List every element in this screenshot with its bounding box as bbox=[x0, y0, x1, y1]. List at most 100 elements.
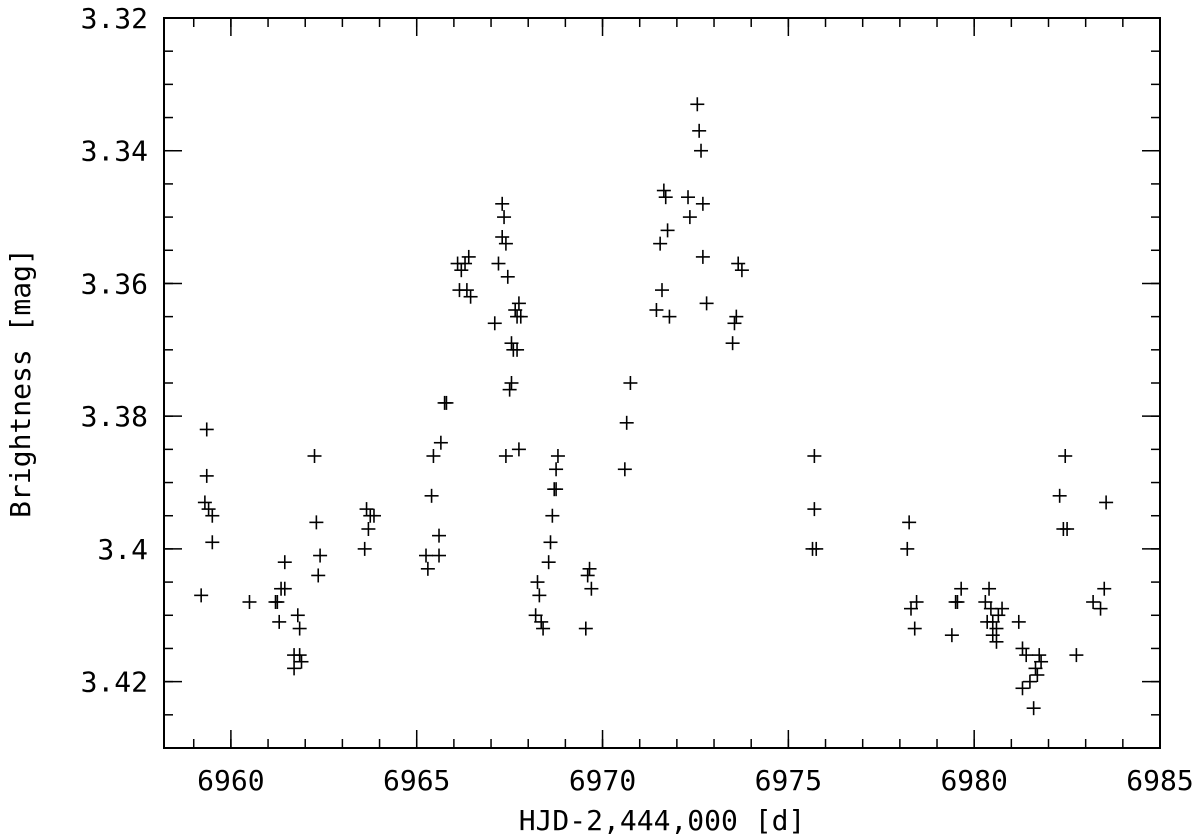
data-point bbox=[807, 502, 822, 517]
x-axis-title: HJD-2,444,000 [d] bbox=[519, 804, 806, 837]
data-point bbox=[695, 196, 710, 211]
data-point bbox=[294, 654, 309, 669]
data-point bbox=[584, 581, 599, 596]
data-point bbox=[731, 256, 746, 271]
data-point bbox=[725, 336, 740, 351]
data-point bbox=[432, 548, 447, 563]
data-point bbox=[617, 462, 632, 477]
data-point bbox=[660, 223, 675, 238]
data-point bbox=[366, 508, 381, 523]
data-point bbox=[900, 541, 915, 556]
data-point bbox=[541, 555, 556, 570]
data-point bbox=[272, 614, 287, 629]
data-point bbox=[357, 541, 372, 556]
data-point bbox=[270, 595, 285, 609]
data-point bbox=[1028, 661, 1043, 676]
data-point bbox=[532, 588, 547, 603]
data-point bbox=[1032, 648, 1047, 663]
data-point bbox=[530, 575, 545, 590]
data-point bbox=[656, 183, 671, 198]
data-point bbox=[508, 303, 523, 317]
data-point bbox=[426, 449, 441, 463]
data-point bbox=[619, 415, 634, 430]
x-tick-labels: 6960 6965 6970 6975 6980 6985 bbox=[197, 764, 1194, 797]
data-point bbox=[536, 621, 551, 636]
data-point bbox=[909, 595, 924, 609]
data-point bbox=[311, 568, 326, 583]
data-point bbox=[199, 468, 214, 483]
data-point bbox=[292, 648, 307, 663]
y-tick-label: 3.36 bbox=[81, 267, 148, 300]
data-point bbox=[1011, 614, 1026, 629]
data-point bbox=[454, 263, 469, 278]
data-point bbox=[1015, 681, 1030, 696]
x-tick-label: 6985 bbox=[1126, 764, 1193, 797]
data-point bbox=[528, 608, 543, 623]
data-point bbox=[242, 595, 257, 609]
data-point bbox=[307, 449, 322, 463]
data-point bbox=[277, 555, 292, 570]
data-point bbox=[205, 535, 220, 550]
data-point bbox=[498, 449, 513, 463]
data-point bbox=[292, 621, 307, 636]
data-point bbox=[727, 316, 742, 331]
data-point bbox=[534, 614, 549, 629]
x-tick-label: 6980 bbox=[940, 764, 1007, 797]
data-point bbox=[902, 515, 917, 530]
data-point bbox=[419, 548, 434, 563]
data-point bbox=[498, 236, 513, 251]
data-point bbox=[729, 309, 744, 324]
data-point bbox=[491, 256, 506, 271]
data-point bbox=[623, 376, 638, 390]
data-point bbox=[1099, 495, 1114, 510]
data-point bbox=[463, 289, 478, 304]
data-point bbox=[655, 283, 669, 298]
data-point bbox=[1026, 701, 1041, 716]
data-point bbox=[734, 263, 749, 278]
data-point bbox=[194, 588, 209, 603]
data-point bbox=[502, 382, 517, 397]
data-point bbox=[1069, 648, 1084, 663]
data-point bbox=[658, 190, 673, 205]
x-tick-label: 6970 bbox=[569, 764, 636, 797]
data-point bbox=[989, 621, 1004, 636]
data-point bbox=[500, 269, 515, 284]
x-tick-label: 6965 bbox=[383, 764, 450, 797]
data-point bbox=[543, 535, 558, 550]
data-point bbox=[982, 581, 997, 596]
data-point bbox=[497, 210, 512, 225]
y-tick-label: 3.32 bbox=[81, 2, 148, 35]
data-point bbox=[549, 462, 564, 477]
y-tick-label: 3.38 bbox=[81, 400, 148, 433]
y-tick-label: 3.34 bbox=[81, 135, 148, 168]
axis-ticks bbox=[164, 17, 1161, 749]
data-point bbox=[197, 495, 212, 510]
data-point bbox=[1022, 674, 1037, 689]
plot-frame bbox=[163, 17, 1161, 749]
data-point bbox=[495, 196, 510, 211]
data-point bbox=[199, 422, 214, 437]
data-point bbox=[424, 488, 439, 503]
data-points bbox=[194, 97, 1114, 716]
data-point bbox=[290, 608, 305, 623]
data-point bbox=[682, 210, 697, 225]
data-point bbox=[1019, 648, 1034, 663]
data-point bbox=[649, 303, 664, 317]
data-point bbox=[1034, 654, 1049, 669]
data-point bbox=[653, 236, 668, 251]
data-point bbox=[359, 502, 374, 517]
data-point bbox=[944, 628, 959, 643]
data-point bbox=[313, 548, 328, 563]
data-point bbox=[1060, 522, 1075, 536]
data-point bbox=[985, 628, 1000, 643]
data-point bbox=[495, 230, 510, 244]
data-point bbox=[458, 256, 473, 271]
data-point bbox=[511, 296, 526, 311]
data-point bbox=[433, 435, 448, 450]
data-point bbox=[1030, 668, 1045, 682]
y-tick-label: 3.4 bbox=[97, 533, 148, 566]
data-point bbox=[549, 482, 564, 497]
data-point bbox=[504, 336, 519, 351]
data-point bbox=[513, 309, 528, 324]
